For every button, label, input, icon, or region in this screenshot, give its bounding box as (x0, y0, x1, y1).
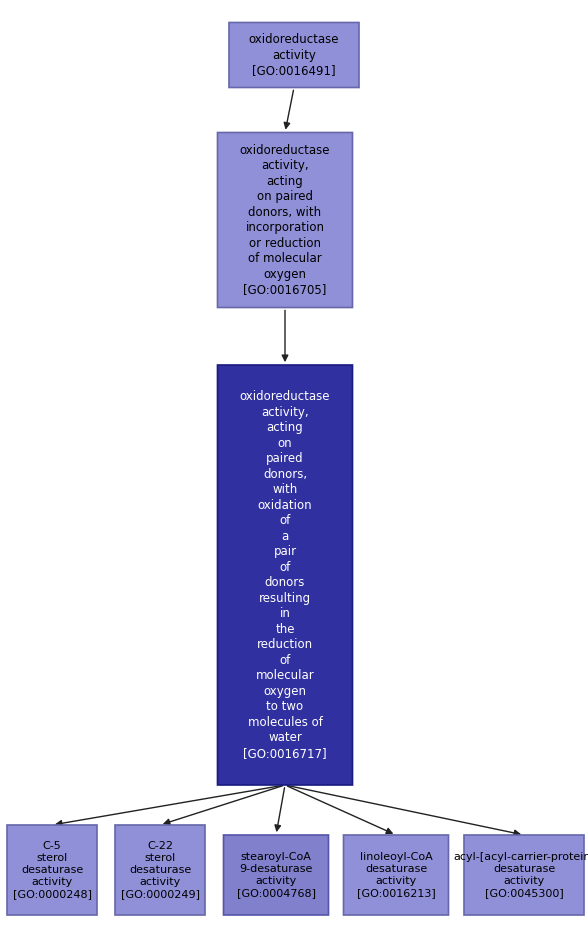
Text: linoleoyl-CoA
desaturase
activity
[GO:0016213]: linoleoyl-CoA desaturase activity [GO:00… (357, 852, 435, 898)
FancyBboxPatch shape (7, 825, 97, 915)
FancyBboxPatch shape (464, 835, 584, 915)
FancyBboxPatch shape (115, 825, 205, 915)
Text: oxidoreductase
activity,
acting
on
paired
donors,
with
oxidation
of
a
pair
of
do: oxidoreductase activity, acting on paire… (240, 390, 330, 759)
Text: C-22
sterol
desaturase
activity
[GO:0000249]: C-22 sterol desaturase activity [GO:0000… (121, 841, 199, 899)
FancyBboxPatch shape (218, 365, 352, 785)
Text: oxidoreductase
activity
[GO:0016491]: oxidoreductase activity [GO:0016491] (249, 33, 339, 77)
Text: acyl-[acyl-carrier-protein]
desaturase
activity
[GO:0045300]: acyl-[acyl-carrier-protein] desaturase a… (453, 852, 588, 898)
FancyBboxPatch shape (218, 132, 352, 307)
Text: stearoyl-CoA
9-desaturase
activity
[GO:0004768]: stearoyl-CoA 9-desaturase activity [GO:0… (236, 852, 316, 898)
FancyBboxPatch shape (223, 835, 329, 915)
FancyBboxPatch shape (229, 22, 359, 87)
Text: C-5
sterol
desaturase
activity
[GO:0000248]: C-5 sterol desaturase activity [GO:00002… (12, 841, 92, 899)
Text: oxidoreductase
activity,
acting
on paired
donors, with
incorporation
or reductio: oxidoreductase activity, acting on paire… (240, 144, 330, 296)
FancyBboxPatch shape (343, 835, 449, 915)
